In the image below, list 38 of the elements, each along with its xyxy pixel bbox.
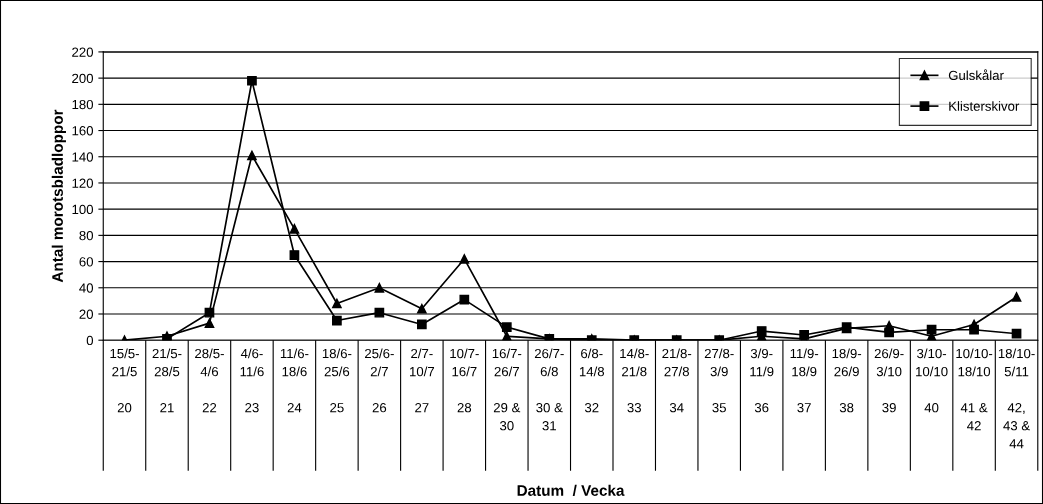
y-tick-label: 200	[72, 73, 94, 84]
category-label: 11/6- 18/6 24	[280, 348, 309, 413]
category-label: 28/5- 4/6 22	[195, 348, 224, 413]
category-label: 27/8- 3/9 35	[704, 348, 734, 413]
category-label: 3/9- 11/9 36	[750, 348, 774, 413]
y-tick-label: 100	[72, 204, 94, 215]
category-label: 11/9- 18/9 37	[790, 348, 819, 413]
category-label: 6/8- 14/8 32	[579, 348, 605, 413]
category-label: 26/9- 3/10 39	[874, 348, 904, 413]
category-label: 21/8- 27/8 34	[662, 348, 692, 413]
y-tick-label: 60	[79, 257, 94, 267]
legend-label: Klisterskivor	[949, 101, 1020, 111]
category-label: 26/7- 6/8 30 & 31	[534, 348, 564, 431]
y-tick-label: 0	[86, 335, 94, 346]
category-label: 16/7- 26/7 29 & 30	[492, 348, 522, 431]
category-label: 10/7- 16/7 28	[450, 348, 479, 413]
category-label: 2/7- 10/7 27	[410, 348, 435, 413]
y-tick-label: 80	[79, 230, 94, 241]
category-label: 10/10- 18/10 41 & 42	[956, 348, 993, 431]
y-tick-label: 20	[79, 309, 94, 319]
category-label: 25/6- 2/7 26	[365, 348, 394, 413]
legend-label: Gulskålar	[948, 69, 1004, 81]
y-tick-label: 40	[79, 283, 94, 293]
y-tick-label: 140	[72, 152, 94, 162]
category-label: 14/8- 21/8 33	[620, 348, 649, 413]
y-tick-label: 160	[72, 126, 94, 136]
category-label: 3/10- 10/10 40	[916, 348, 948, 413]
category-label: 18/10- 5/11 42, 43 & 44	[998, 348, 1035, 449]
category-label: 18/6- 25/6 25	[322, 348, 352, 413]
category-label: 15/5- 21/5 20	[110, 348, 139, 413]
y-tick-label: 180	[72, 99, 94, 110]
category-label: 18/9- 26/9 38	[832, 348, 862, 413]
y-axis-title: Antal morotsbladloppor	[51, 109, 66, 283]
y-tick-label: 120	[72, 178, 94, 188]
y-tick-label: 220	[72, 47, 94, 57]
category-label: 4/6- 11/6 23	[240, 348, 264, 413]
category-label: 21/5- 28/5 21	[152, 348, 182, 413]
text: Datum / Vecka	[517, 484, 625, 497]
